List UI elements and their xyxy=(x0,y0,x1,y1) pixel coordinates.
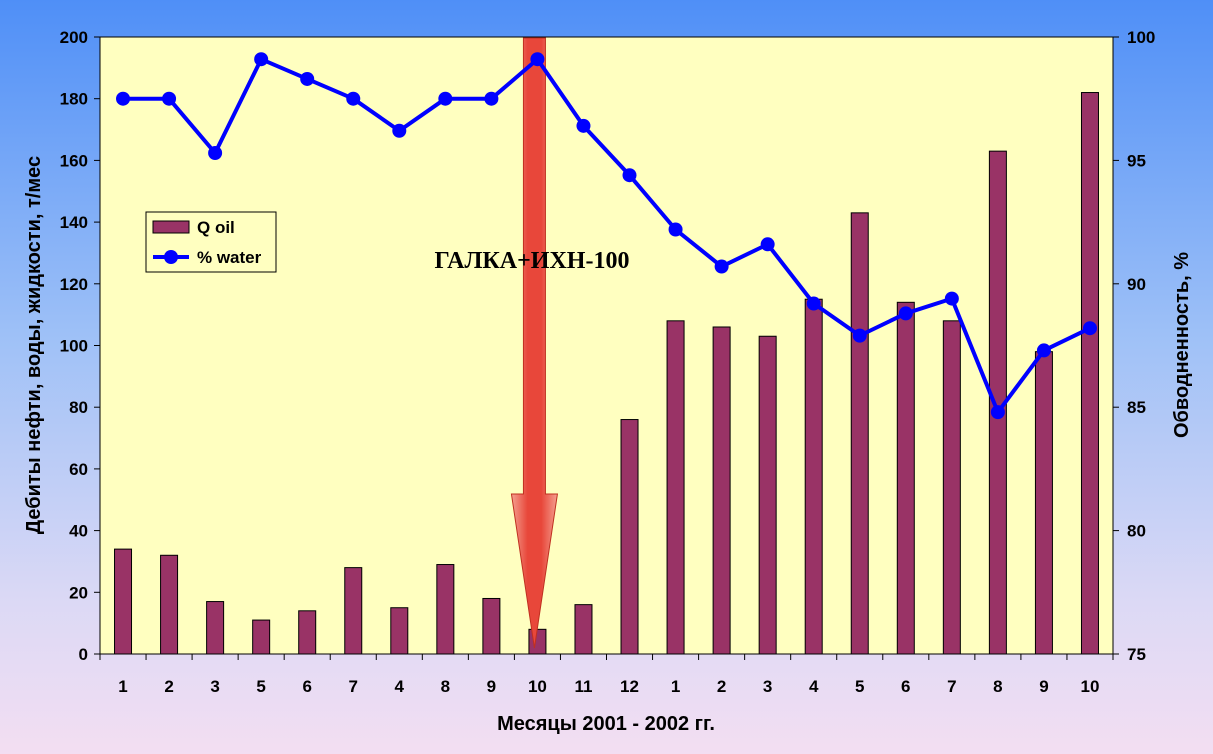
x-tick-label: 10 xyxy=(528,677,547,696)
legend-marker-water xyxy=(164,250,178,264)
x-tick-label: 7 xyxy=(947,677,956,696)
point-water xyxy=(208,145,223,160)
bar-q-oil xyxy=(666,320,685,655)
point-water xyxy=(484,91,499,106)
point-water xyxy=(990,405,1005,420)
x-tick-label: 4 xyxy=(395,677,405,696)
x-tick-label: 4 xyxy=(809,677,819,696)
point-water xyxy=(438,91,453,106)
bar-q-oil xyxy=(298,610,317,655)
x-tick-label: 12 xyxy=(620,677,639,696)
bar-q-oil xyxy=(252,619,271,655)
legend-label-water: % water xyxy=(197,248,262,267)
axes xyxy=(94,36,1119,660)
annotation-label: ГАЛКА+ИХН-100 xyxy=(435,248,630,274)
bar-q-oil xyxy=(758,335,777,655)
x-tick-label: 1 xyxy=(118,677,127,696)
y-tick-label: 120 xyxy=(60,275,88,294)
legend: Q oil % water xyxy=(145,211,277,273)
y2-tick-label: 85 xyxy=(1127,398,1146,417)
x-tick-label: 6 xyxy=(901,677,910,696)
x-tick-label: 3 xyxy=(210,677,219,696)
point-water xyxy=(714,259,729,274)
bar-q-oil xyxy=(942,320,961,655)
bar-q-oil xyxy=(482,597,501,655)
y-tick-label: 100 xyxy=(60,337,88,356)
x-tick-label: 5 xyxy=(855,677,864,696)
x-tick-label: 9 xyxy=(1039,677,1048,696)
point-water xyxy=(852,328,867,343)
water-line xyxy=(116,52,1097,420)
bar-q-oil xyxy=(344,567,363,655)
x-tick-label: 11 xyxy=(574,677,592,696)
bar-q-oil xyxy=(1080,92,1099,655)
bar-q-oil xyxy=(160,554,179,655)
y-tick-label: 40 xyxy=(69,522,88,541)
point-water xyxy=(346,91,361,106)
point-water xyxy=(300,71,315,86)
point-water xyxy=(760,237,775,252)
x-tick-label: 8 xyxy=(993,677,1002,696)
point-water xyxy=(1036,343,1051,358)
y2-tick-label: 80 xyxy=(1127,522,1146,541)
y-tick-label: 0 xyxy=(79,645,88,664)
y-tick-label: 140 xyxy=(60,213,88,232)
y-axis-title: Дебиты нефти, воды, жидкости, т/мес xyxy=(23,156,45,534)
x-tick-label: 10 xyxy=(1081,677,1100,696)
point-water xyxy=(392,123,407,138)
x-tick-label: 2 xyxy=(717,677,726,696)
legend-swatch-q-oil xyxy=(152,220,190,234)
point-water xyxy=(116,91,131,106)
bar-q-oil xyxy=(390,607,409,655)
x-tick-label: 1 xyxy=(671,677,680,696)
y2-tick-label: 100 xyxy=(1127,28,1155,47)
y-tick-label: 200 xyxy=(60,28,88,47)
y2-tick-label: 90 xyxy=(1127,275,1146,294)
x-tick-label: 2 xyxy=(164,677,173,696)
y2-tick-label: 95 xyxy=(1127,151,1146,170)
bar-q-oil xyxy=(574,604,593,655)
y2-tick-label: 75 xyxy=(1127,645,1146,664)
point-water xyxy=(1082,321,1097,336)
x-tick-label: 8 xyxy=(441,677,450,696)
bar-q-oil xyxy=(804,298,823,655)
line-water xyxy=(123,57,1091,415)
x-tick-label: 7 xyxy=(349,677,358,696)
point-water xyxy=(806,296,821,311)
y-tick-label: 160 xyxy=(60,151,88,170)
point-water xyxy=(576,118,591,133)
point-water xyxy=(898,306,913,321)
arrow-shape xyxy=(510,37,559,649)
plot-area xyxy=(99,36,1114,655)
bar-q-oil xyxy=(436,564,455,655)
bar-q-oil xyxy=(114,548,133,655)
x-tick-label: 9 xyxy=(487,677,496,696)
y-tick-label: 80 xyxy=(69,398,88,417)
y-tick-label: 60 xyxy=(69,460,88,479)
y2-axis-title: Обводненность, % xyxy=(1171,252,1193,438)
y-tick-label: 180 xyxy=(60,90,88,109)
x-tick-label: 5 xyxy=(256,677,265,696)
x-tick-label: 6 xyxy=(302,677,311,696)
point-water xyxy=(254,52,269,67)
tick-labels: 0204060801001201401601802007580859095100… xyxy=(60,28,1156,696)
point-water xyxy=(530,52,545,67)
bar-q-oil xyxy=(896,301,915,655)
bar-q-oil xyxy=(850,212,869,655)
annotation-arrow xyxy=(510,37,559,649)
bar-q-oil xyxy=(620,419,639,655)
bar-q-oil xyxy=(1034,351,1053,655)
bar-q-oil xyxy=(528,628,547,655)
x-axis-title: Месяцы 2001 - 2002 гг. xyxy=(497,713,715,735)
point-water xyxy=(944,291,959,306)
point-water xyxy=(162,91,177,106)
y-tick-label: 20 xyxy=(69,583,88,602)
bar-q-oil xyxy=(206,601,225,655)
legend-label-q-oil: Q oil xyxy=(197,218,235,237)
point-water xyxy=(622,168,637,183)
x-tick-label: 3 xyxy=(763,677,772,696)
point-water xyxy=(668,222,683,237)
bar-q-oil xyxy=(712,326,731,655)
